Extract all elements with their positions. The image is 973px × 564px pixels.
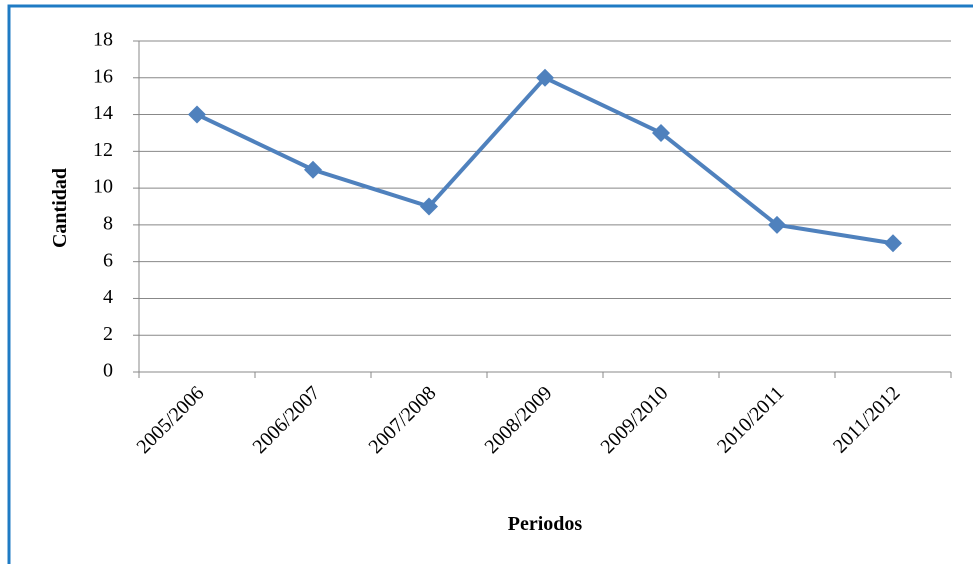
y-tick-label: 8 [103, 212, 113, 234]
marker [768, 215, 786, 234]
marker [304, 160, 322, 179]
series-line [196, 75, 894, 246]
y-tick-label: 4 [103, 286, 113, 308]
x-tick-label: 2010/2011 [713, 382, 789, 458]
marker [652, 123, 670, 142]
y-tick-label: 0 [103, 360, 113, 382]
y-tick-label: 14 [93, 102, 113, 124]
x-tick-label: 2009/2010 [596, 382, 672, 458]
y-tick-label: 16 [93, 65, 113, 87]
y-tick-label: 10 [93, 176, 113, 198]
y-tick-label: 6 [103, 249, 113, 271]
x-tick-label: 2005/2006 [132, 382, 208, 458]
x-tick-label: 2007/2008 [364, 382, 440, 458]
frame [7, 4, 973, 564]
marker [536, 68, 554, 87]
y-tick-label: 12 [93, 139, 113, 161]
y-axis-label: Cantidad [49, 168, 71, 248]
x-tick-label: 2008/2009 [480, 382, 556, 458]
x-axis-label: Periodos [508, 513, 583, 535]
y-tick-label: 18 [93, 29, 113, 51]
y-tick-label: 2 [103, 323, 113, 345]
marker [884, 234, 902, 253]
marker [420, 197, 438, 216]
marker [188, 105, 206, 124]
x-tick-label: 2011/2012 [829, 382, 905, 458]
x-tick-label: 2006/2007 [248, 382, 324, 458]
